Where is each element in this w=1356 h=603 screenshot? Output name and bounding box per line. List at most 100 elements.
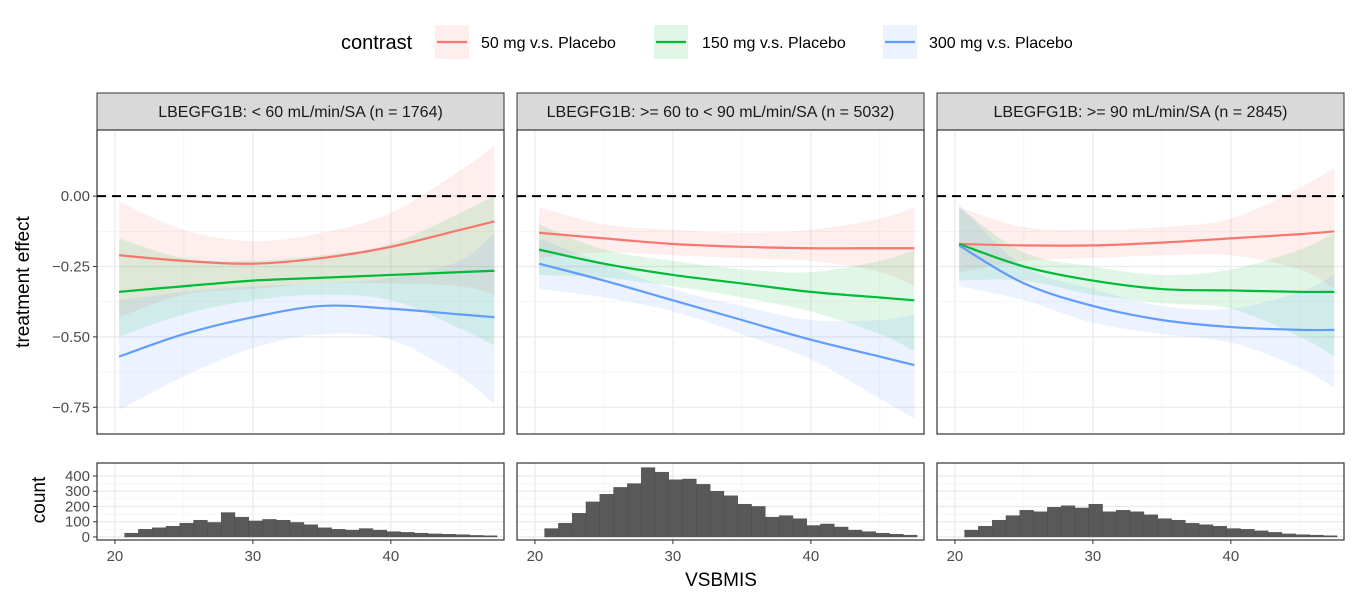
histogram-bar [668, 479, 683, 538]
ribbon-150mg [119, 196, 495, 346]
legend-entry-150mg: 150 mg v.s. Placebo [654, 25, 846, 59]
mean-line-300mg [958, 244, 1335, 332]
facet-panel-2: LBEGFG1B: >= 60 to < 90 mL/min/SA (n = 5… [516, 92, 925, 565]
hist-panel-border [936, 462, 1345, 541]
histogram-bar [1281, 533, 1296, 538]
x-tick-label: 30 [245, 548, 262, 565]
y-axis-title-effect: treatment effect [13, 215, 34, 347]
facet-strip-background [96, 92, 505, 131]
mean-line-300mg [538, 262, 915, 367]
histogram-bar [737, 503, 752, 538]
histogram-bar [179, 523, 194, 538]
ribbon-300mg [119, 232, 495, 411]
histogram-bar [723, 495, 738, 538]
legend-entry-300mg: 300 mg v.s. Placebo [883, 25, 1073, 59]
histogram-bar [1295, 534, 1310, 538]
x-tick-label: 30 [1085, 548, 1102, 565]
facet-strip-label: LBEGFG1B: >= 60 to < 90 mL/min/SA (n = 5… [547, 104, 895, 121]
histogram-bar [696, 484, 711, 538]
histogram-bar [138, 529, 153, 538]
histogram-bar [613, 487, 628, 538]
y-axis-title-count: count [29, 476, 50, 523]
histogram-bar [751, 506, 766, 538]
histogram-bar [220, 512, 236, 538]
histogram-bar [778, 515, 794, 538]
x-axis-title: VSBMIS [685, 570, 757, 591]
histogram-bar [345, 529, 360, 538]
legend: contrast 50 mg v.s. Placebo 150 mg v.s. … [341, 25, 1073, 59]
histogram-bar [124, 532, 139, 538]
histogram-bar [1116, 510, 1131, 538]
histogram-bar [469, 535, 484, 538]
legend-label-150mg: 150 mg v.s. Placebo [702, 35, 846, 52]
histogram-bar [455, 534, 470, 538]
histogram-bar [441, 534, 456, 538]
histogram-bar [889, 534, 904, 538]
histogram-bar [585, 501, 600, 538]
histogram-bar [1212, 526, 1227, 538]
histogram-bar [1198, 524, 1214, 538]
y-tick-label-count: 300 [65, 483, 90, 500]
histogram-bar [1074, 507, 1089, 538]
facet-strip-background [516, 92, 925, 131]
histogram-bar [372, 529, 387, 538]
facet-strip-label: LBEGFG1B: >= 90 mL/min/SA (n = 2845) [994, 104, 1288, 121]
mean-line-150mg [118, 269, 495, 293]
histogram-bar [1143, 514, 1158, 538]
histogram-bar [1102, 511, 1117, 538]
effect-panel-background [937, 130, 1344, 434]
effect-panel-background [517, 130, 924, 434]
histogram-bar [1267, 532, 1283, 538]
histogram-bar [792, 518, 807, 538]
histogram-bar [1171, 519, 1186, 538]
hist-panel-border [516, 462, 925, 541]
histogram-bar [834, 526, 849, 538]
x-tick-label: 40 [803, 548, 820, 565]
histogram-bar [1129, 511, 1145, 538]
y-tick-label-count: 400 [65, 468, 90, 485]
histogram-bar [207, 522, 222, 538]
facet-panel-1: LBEGFG1B: < 60 mL/min/SA (n = 1764) 20 30 4… [96, 92, 505, 565]
histogram-bar [627, 483, 642, 538]
histogram-bar [861, 531, 876, 538]
histogram-bar [709, 491, 725, 538]
x-tick-label: 20 [107, 548, 124, 565]
histogram-bar [483, 535, 498, 538]
y-tick-label-count: 0 [82, 529, 90, 546]
histogram-bar [964, 529, 979, 538]
histogram-bar [1047, 507, 1062, 538]
y-tick-label-effect: −0.25 [52, 259, 90, 276]
facet-panel-3: LBEGFG1B: >= 90 mL/min/SA (n = 2845) 20 30… [936, 92, 1345, 565]
x-tick-label: 30 [665, 548, 682, 565]
histogram-bar [331, 529, 346, 538]
histogram-bar [847, 529, 863, 538]
effect-panel-border [516, 129, 925, 435]
histogram-bar [1254, 530, 1269, 538]
histogram-bar [1060, 505, 1076, 538]
histogram-bar [248, 520, 263, 538]
histogram-bar [875, 532, 890, 538]
ribbon-300mg [539, 238, 915, 419]
histogram-bar [151, 527, 167, 538]
legend-entry-50mg: 50 mg v.s. Placebo [435, 25, 616, 59]
effect-panel-border [936, 129, 1345, 435]
histogram-bar [599, 494, 614, 538]
effect-panel-background [97, 130, 504, 434]
legend-label-50mg: 50 mg v.s. Placebo [481, 35, 616, 52]
ribbon-150mg [539, 224, 915, 351]
mean-line-300mg [118, 304, 495, 358]
hist-panel-border [96, 462, 505, 541]
y-tick-label-effect: −0.50 [52, 329, 90, 346]
x-tick-label: 20 [947, 548, 964, 565]
x-tick-label: 40 [383, 548, 400, 565]
x-tick-label: 40 [1223, 548, 1240, 565]
mean-line-150mg [958, 242, 1335, 294]
histogram-bar [806, 525, 821, 538]
x-tick-label: 20 [527, 548, 544, 565]
mean-line-50mg [538, 231, 915, 250]
histogram-bar [571, 513, 587, 538]
histogram-bar [978, 526, 993, 538]
histogram-bar [1185, 523, 1200, 538]
mean-line-50mg [959, 230, 1335, 247]
